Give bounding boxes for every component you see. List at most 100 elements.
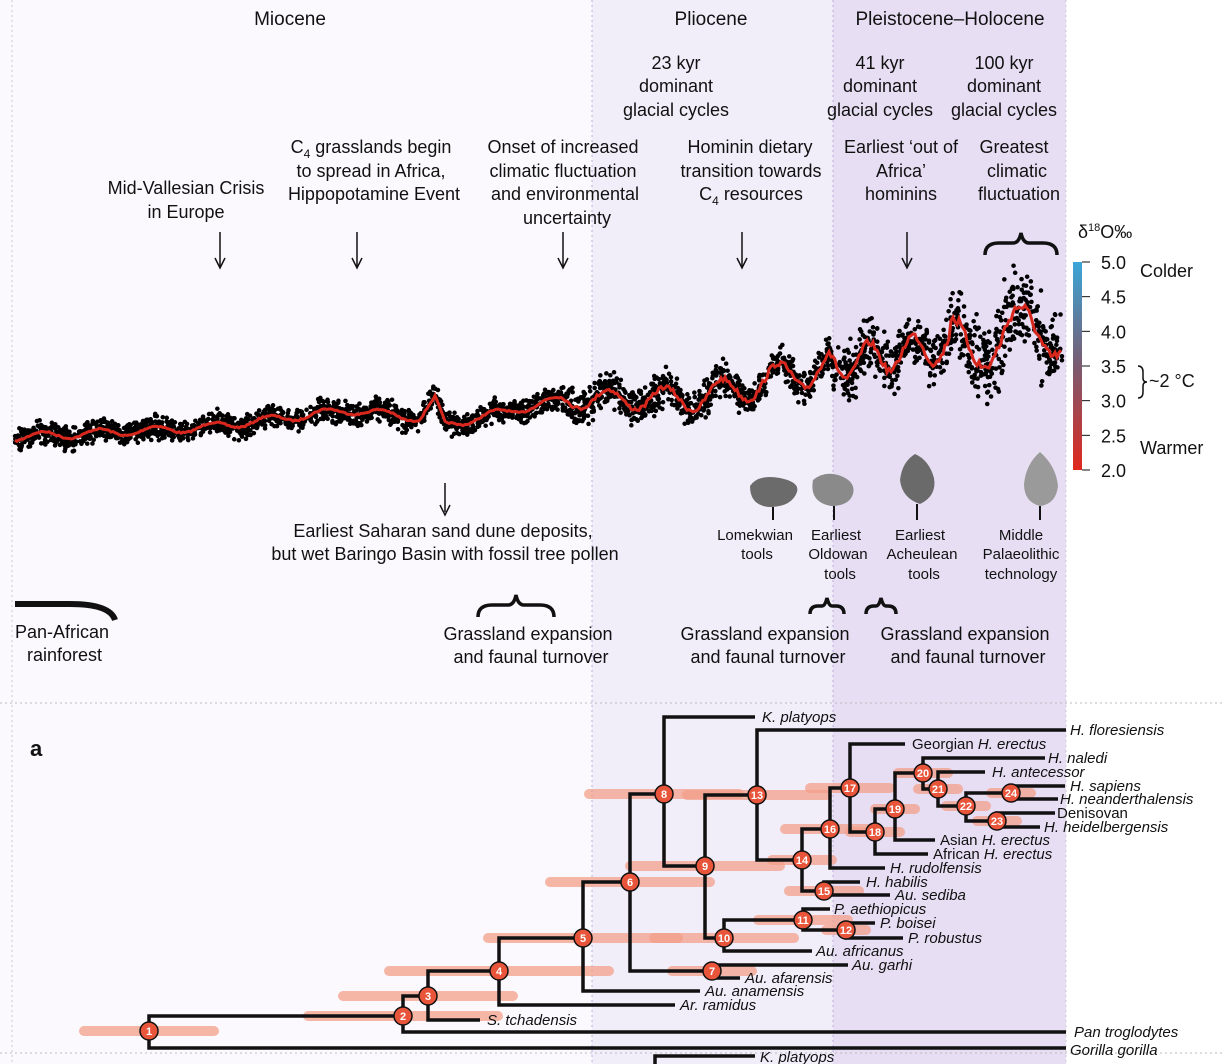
node-circle (792, 850, 812, 870)
node-12: 12 (836, 920, 856, 940)
grassland-2: Grassland expansion and faunal turnover (680, 624, 849, 667)
era-pleistocene-holocene: Pleistocene–Holocene (855, 9, 1044, 30)
miocene-band (0, 0, 592, 1064)
rainforest-line2: rainforest (27, 645, 102, 665)
node-label: 14 (796, 855, 809, 867)
node-circle (393, 1006, 413, 1026)
node-3: 3 (418, 986, 438, 1006)
svg-text:climatic: climatic (987, 161, 1047, 181)
svg-text:C4 grasslands begin: C4 grasslands begin (291, 137, 452, 161)
species-p-robustus: P. robustus (908, 930, 982, 947)
species-h-habilis: H. habilis (866, 874, 928, 891)
glacial-cycles-23kyr: 23 kyr dominant glacial cycles (623, 53, 729, 120)
colorbar-tick-label: 2.0 (1101, 461, 1126, 481)
node-circle (1001, 783, 1021, 803)
node-label: 1 (146, 1026, 152, 1038)
species-au-sediba: Au. sediba (894, 887, 966, 904)
node-circle (987, 811, 1007, 831)
svg-text:and faunal turnover: and faunal turnover (453, 647, 608, 667)
stone-tool-icon (750, 477, 798, 507)
node-circle (865, 822, 885, 842)
node-23: 23 (987, 811, 1007, 831)
arrow-icon (901, 257, 913, 270)
svg-text:Earliest: Earliest (811, 527, 862, 544)
svg-text:and environmental: and environmental (491, 184, 639, 204)
node-circle (714, 928, 734, 948)
svg-text:glacial cycles: glacial cycles (827, 100, 933, 120)
svg-text:Grassland expansion: Grassland expansion (443, 624, 612, 644)
tool-lomekwian: Lomekwian tools (717, 477, 798, 563)
node-label: 24 (1005, 788, 1018, 800)
node-21: 21 (928, 779, 948, 799)
node-circle (654, 784, 674, 804)
node-circle (489, 961, 509, 981)
colorbar-title: δ18O‰ (1078, 222, 1132, 242)
tool-middle-palaeolithic: Middle Palaeolithic technology (983, 452, 1060, 583)
arrow-icon (214, 257, 226, 270)
branch (653, 1054, 755, 1064)
species-ar-ramidus: Ar. ramidus (679, 997, 757, 1014)
node-circle (885, 799, 905, 819)
node-circle (747, 785, 767, 805)
stone-tool-icon (900, 454, 935, 504)
colorbar-tick-label: 3.0 (1101, 392, 1126, 412)
node-label: 10 (718, 933, 730, 945)
colorbar-delta: ~2 °C (1149, 371, 1195, 391)
species-k-platyops-next: K. platyops (760, 1049, 835, 1064)
svg-text:Hominin dietary: Hominin dietary (687, 137, 812, 157)
svg-text:glacial cycles: glacial cycles (623, 100, 729, 120)
colorbar-tick-label: 2.5 (1101, 426, 1126, 446)
node-8: 8 (654, 784, 674, 804)
climate-record (12, 263, 1065, 454)
node-label: 22 (960, 801, 972, 813)
node-circle (928, 779, 948, 799)
species-gorilla-gorilla: Gorilla gorilla (1070, 1042, 1158, 1059)
tool-acheulean: Earliest Acheulean tools (887, 454, 958, 583)
node-label: 2 (400, 1011, 406, 1023)
svg-text:Palaeolithic: Palaeolithic (983, 546, 1060, 563)
node-circle (820, 819, 840, 839)
brace-greatest-fluctuation (983, 232, 1059, 256)
svg-text:Lomekwian: Lomekwian (717, 527, 793, 544)
node-circle (840, 778, 860, 798)
species-h-heidelbergensis: H. heidelbergensis (1044, 819, 1169, 836)
node-circle (702, 961, 722, 981)
node-circle (956, 796, 976, 816)
svg-text:hominins: hominins (865, 184, 937, 204)
tool-oldowan: Earliest Oldowan tools (808, 473, 868, 583)
node-5: 5 (573, 928, 593, 948)
svg-text:tools: tools (741, 546, 773, 563)
svg-text:Africa’: Africa’ (876, 161, 926, 181)
node-11: 11 (793, 910, 813, 930)
stone-tool-icon (1024, 452, 1058, 506)
svg-text:Acheulean: Acheulean (887, 546, 958, 563)
event-dietary-transition: Hominin dietary transition towards C4 re… (680, 137, 821, 208)
node-13: 13 (747, 785, 767, 805)
brace-grassland (808, 597, 846, 615)
svg-text:dominant: dominant (639, 76, 713, 96)
species-h-floresiensis: H. floresiensis (1070, 722, 1165, 739)
era-pliocene: Pliocene (675, 9, 748, 30)
species-au-afarensis: Au. afarensis (744, 970, 833, 987)
node-9: 9 (695, 856, 715, 876)
node-label: 9 (702, 861, 708, 873)
svg-text:glacial cycles: glacial cycles (951, 100, 1057, 120)
node-7: 7 (702, 961, 722, 981)
svg-text:C4 resources: C4 resources (699, 184, 803, 208)
node-1: 1 (139, 1021, 159, 1041)
svg-text:technology: technology (985, 566, 1058, 583)
brace-grassland (476, 594, 556, 618)
species-h-naledi: H. naledi (1048, 750, 1108, 767)
panel-label: a (30, 736, 43, 761)
svg-text:Earliest: Earliest (895, 527, 946, 544)
brace-grassland (864, 597, 898, 615)
stone-tool-icon (812, 473, 854, 506)
species-s-tchadensis: S. tchadensis (487, 1012, 578, 1029)
node-circle (913, 763, 933, 783)
grassland-3: Grassland expansion and faunal turnover (880, 624, 1049, 667)
svg-text:fluctuation: fluctuation (978, 184, 1060, 204)
node-circle (620, 872, 640, 892)
node-label: 21 (932, 784, 944, 796)
arrow-icon (439, 504, 451, 517)
svg-text:and faunal turnover: and faunal turnover (690, 647, 845, 667)
